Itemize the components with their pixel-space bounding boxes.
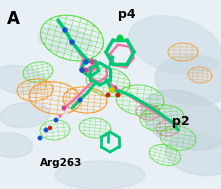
Circle shape (69, 40, 74, 44)
Circle shape (59, 115, 61, 118)
Text: p4: p4 (118, 8, 136, 21)
Circle shape (116, 93, 120, 97)
Circle shape (62, 106, 66, 110)
Ellipse shape (142, 90, 221, 150)
Circle shape (117, 35, 123, 41)
Circle shape (63, 28, 67, 33)
Circle shape (80, 67, 84, 73)
Circle shape (38, 136, 42, 140)
Ellipse shape (129, 16, 221, 74)
Circle shape (106, 93, 110, 97)
Circle shape (44, 128, 48, 132)
Circle shape (78, 98, 82, 102)
Ellipse shape (165, 134, 221, 176)
Circle shape (54, 118, 58, 122)
Circle shape (84, 68, 88, 72)
Text: p2: p2 (172, 115, 190, 128)
Circle shape (90, 60, 94, 64)
Circle shape (113, 86, 117, 90)
Text: A: A (7, 10, 20, 28)
Ellipse shape (155, 55, 221, 105)
Circle shape (48, 126, 52, 130)
Ellipse shape (55, 161, 145, 189)
Ellipse shape (0, 102, 50, 128)
Circle shape (109, 87, 115, 93)
Ellipse shape (0, 65, 47, 94)
Circle shape (84, 60, 88, 64)
Text: Arg263: Arg263 (40, 158, 82, 168)
Ellipse shape (38, 27, 92, 53)
Ellipse shape (0, 132, 32, 158)
